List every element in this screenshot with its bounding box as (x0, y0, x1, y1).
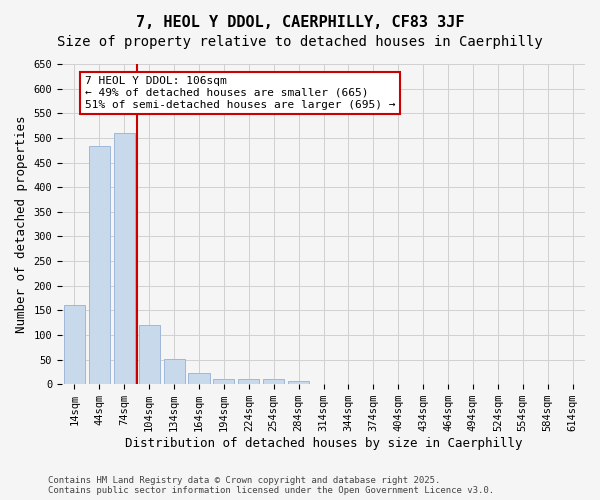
Text: 7, HEOL Y DDOL, CAERPHILLY, CF83 3JF: 7, HEOL Y DDOL, CAERPHILLY, CF83 3JF (136, 15, 464, 30)
Bar (263, 380, 284, 384)
Text: 7 HEOL Y DDOL: 106sqm
← 49% of detached houses are smaller (665)
51% of semi-det: 7 HEOL Y DDOL: 106sqm ← 49% of detached … (85, 76, 395, 110)
Bar (188, 374, 209, 384)
Text: Contains HM Land Registry data © Crown copyright and database right 2025.
Contai: Contains HM Land Registry data © Crown c… (48, 476, 494, 495)
Bar (288, 382, 309, 384)
Y-axis label: Number of detached properties: Number of detached properties (15, 116, 28, 333)
Bar (114, 133, 135, 384)
Bar (89, 146, 110, 384)
Bar (214, 379, 235, 384)
Bar (164, 358, 185, 384)
Bar (238, 380, 259, 384)
X-axis label: Distribution of detached houses by size in Caerphilly: Distribution of detached houses by size … (125, 437, 522, 450)
Text: Size of property relative to detached houses in Caerphilly: Size of property relative to detached ho… (57, 35, 543, 49)
Bar (64, 306, 85, 384)
Bar (139, 325, 160, 384)
